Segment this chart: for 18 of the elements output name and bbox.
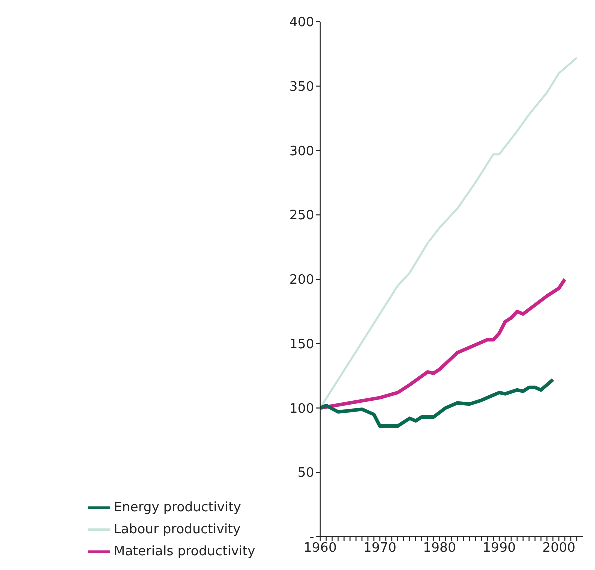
- x-tick-label: 1980: [423, 541, 456, 556]
- y-tick-label: 150: [290, 337, 314, 352]
- y-tick-label: 400: [290, 16, 314, 31]
- x-tick-label: 1990: [482, 541, 516, 556]
- y-tick-label: 250: [290, 208, 314, 224]
- y-tick-label: 50: [298, 466, 314, 482]
- y-tick-label: 350: [290, 80, 314, 95]
- legend-label: Energy productivity: [114, 500, 242, 516]
- y-tick-label: 300: [290, 144, 314, 160]
- legend-label: Materials productivity: [114, 544, 256, 560]
- x-tick-label: 1960: [304, 541, 337, 556]
- line-series: [320, 378, 555, 428]
- legend-label: Labour productivity: [114, 522, 241, 538]
- line-series: [320, 278, 567, 410]
- x-tick-label: 2000: [542, 541, 576, 556]
- y-tick-label: 200: [290, 273, 314, 288]
- y-tick-label: 100: [290, 402, 314, 417]
- x-tick-label: 1970: [364, 541, 397, 556]
